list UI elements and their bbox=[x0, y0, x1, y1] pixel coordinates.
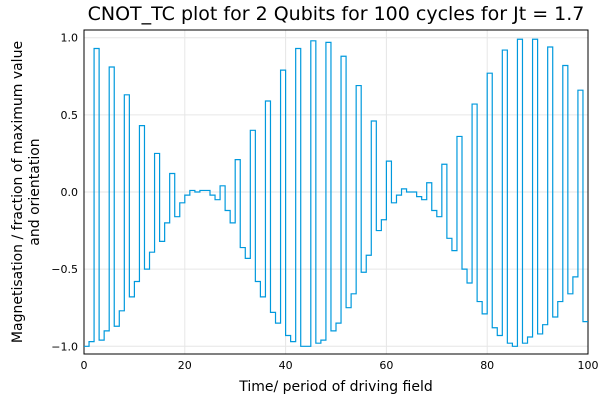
y-tick-label: 1.0 bbox=[61, 32, 79, 45]
tick-layer: 0 20 40 60 80 100 −1.0 −0.5 0.0 0.5 1.0 bbox=[51, 32, 598, 372]
plot-frame bbox=[83, 29, 589, 355]
y-tick-label: −1.0 bbox=[51, 340, 78, 353]
x-tick-label: 40 bbox=[279, 359, 293, 372]
x-tick-label: 0 bbox=[81, 359, 88, 372]
y-tick-label: −0.5 bbox=[51, 263, 78, 276]
series-line bbox=[84, 38, 588, 347]
x-tick-label: 100 bbox=[578, 359, 599, 372]
y-axis-label-line1: Magnetisation / fraction of maximum valu… bbox=[10, 41, 26, 343]
x-axis-label: Time/ period of driving field bbox=[238, 379, 433, 395]
y-tick-label: 0.0 bbox=[61, 186, 79, 199]
x-tick-label: 60 bbox=[379, 359, 393, 372]
x-tick-label: 80 bbox=[480, 359, 494, 372]
x-tick-label: 20 bbox=[178, 359, 192, 372]
y-axis-label-line2: and orientation bbox=[27, 138, 43, 245]
chart-title: CNOT_TC plot for 2 Qubits for 100 cycles… bbox=[88, 3, 585, 25]
y-tick-label: 0.5 bbox=[61, 109, 79, 122]
